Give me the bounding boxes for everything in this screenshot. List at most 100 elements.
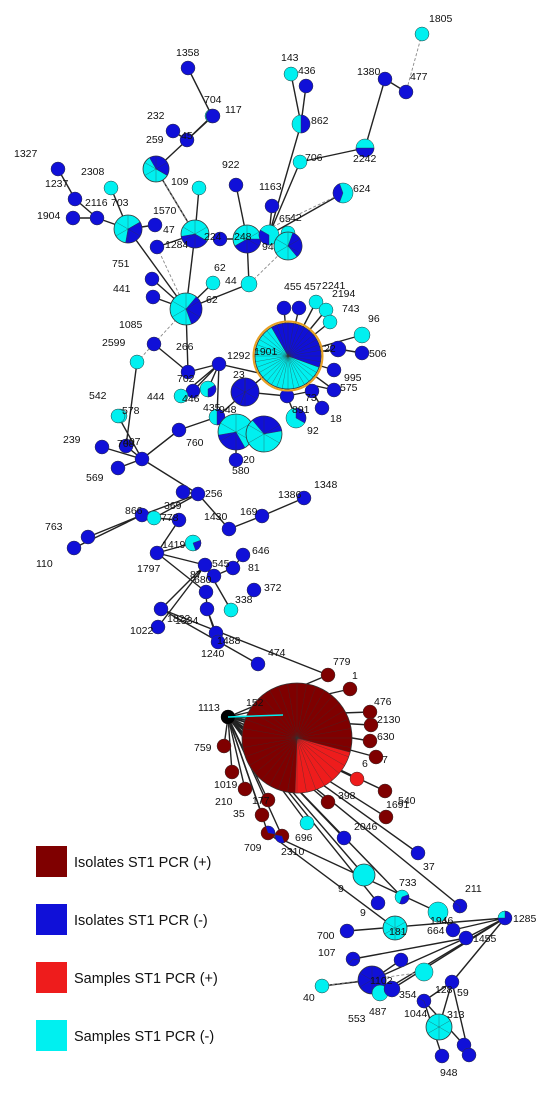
slice-divider [287,245,301,254]
node-slice [252,415,282,435]
node-label: 1904 [37,210,61,222]
node-label: 1044 [404,1008,428,1020]
node-circle [322,314,338,330]
slice-divider [278,686,298,739]
node-circle [212,231,228,247]
node-181 [382,915,408,941]
slice-divider [127,221,141,230]
node-760 [171,422,187,438]
slice-divider [249,737,298,766]
node-circle [228,452,244,468]
node-446 [199,380,217,398]
node-slice [192,540,202,551]
node-label: 1386 [278,489,302,501]
node-circle [206,568,222,584]
node-224 [212,231,228,247]
node-circle [145,289,161,305]
slice-divider [287,355,305,385]
node-label: 372 [264,582,282,594]
slice-divider [266,355,289,382]
tree-link [156,552,206,566]
node-169 [221,521,237,537]
node-label: 7 [382,754,388,766]
node-label: 477 [410,71,428,83]
node-label: 256 [205,488,223,500]
slice-divider [276,324,289,357]
node-37 [410,845,426,861]
node-313 [425,1013,453,1041]
node-circle [283,66,299,82]
node-1797 [149,545,165,561]
node-label: 40 [303,992,315,1004]
dashed-link [405,33,423,93]
tree-link [268,192,344,236]
node-circle [349,771,365,787]
node-369 [175,484,191,500]
node-1044 [416,993,432,1009]
node-slice [258,229,270,246]
slice-divider [394,921,406,929]
node-354 [393,952,409,968]
slice-divider [296,728,352,739]
tree-link [452,917,506,931]
node-label: 1570 [153,205,177,217]
node-label: 862 [311,115,329,127]
slice-divider [242,728,298,739]
node-slice [332,183,344,203]
node-569 [110,460,126,476]
node-664 [427,901,449,923]
tree-link [160,608,329,676]
node-label: 743 [342,303,360,315]
slice-divider [287,323,294,357]
node-211 [452,898,468,914]
node-1240 [210,634,226,650]
node-259 [142,155,170,183]
node-label: 239 [63,434,81,446]
node-label: 866 [125,505,143,517]
node-label: 1430 [204,511,228,523]
node-label: 1334 [175,615,199,627]
node-label: 630 [377,731,395,743]
node-circle [339,923,355,939]
node-117 [205,108,221,124]
slice-divider [144,162,157,170]
node-label: 474 [268,647,286,659]
node-circle [260,792,276,808]
node-575 [326,382,342,398]
slice-divider [287,355,317,373]
node-circle [175,484,191,500]
node-circle [198,584,214,600]
node-92 [285,407,307,429]
node-circle [362,733,378,749]
node-2116 [89,210,105,226]
node-580 [228,452,244,468]
node-circle [320,667,336,683]
slice-divider [262,355,289,378]
node-label: 1419 [162,539,186,551]
node-152 [241,682,353,794]
tree-link [153,343,189,373]
tree-link [127,228,187,310]
node-457 [291,300,307,316]
node-398 [320,794,336,810]
node-circle [250,656,266,672]
slice-divider [276,355,289,388]
node-708 [118,438,134,454]
slice-divider [287,339,317,357]
slice-divider [296,719,349,739]
node-circle [146,510,162,526]
tree-link [364,78,386,149]
node-circle [223,602,239,618]
node-label: 232 [147,110,165,122]
node-477 [398,84,414,100]
node-circle [179,132,195,148]
node-circle [89,210,105,226]
tree-nodes [50,26,513,1064]
tree-link [227,716,246,790]
node-label: 110 [36,558,53,570]
slice-divider [287,737,298,793]
node-1327 [50,161,66,177]
node-177 [260,792,276,808]
node-label: 2308 [81,166,105,178]
node-label: 313 [447,1009,465,1021]
